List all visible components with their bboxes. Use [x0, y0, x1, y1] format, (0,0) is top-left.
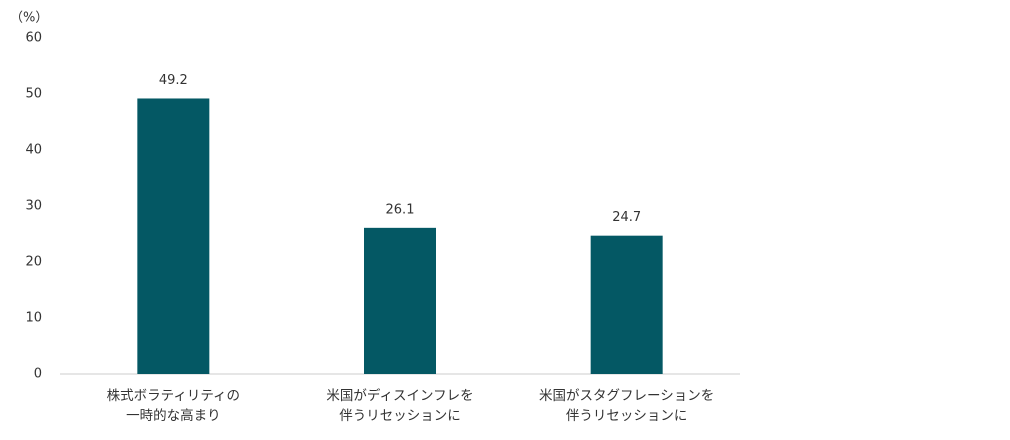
bar [364, 227, 436, 374]
value-label: 49.2 [159, 73, 188, 88]
x-tick-label: 伴うリセッションに [339, 408, 461, 424]
value-label: 26.1 [386, 202, 415, 217]
x-tick-label: 米国がスタグフレーションを [539, 388, 714, 404]
value-label: 24.7 [612, 210, 641, 225]
y-tick-label: 60 [25, 31, 42, 46]
x-tick-label: 伴うリセッションに [566, 408, 688, 424]
bar [137, 98, 210, 374]
y-tick-label: 0 [34, 367, 42, 382]
y-tick-label: 40 [25, 143, 42, 158]
y-tick-label: 10 [25, 311, 42, 326]
y-tick-label: 50 [25, 87, 42, 102]
y-tick-label: 20 [25, 255, 42, 270]
x-tick-label: 一時的な高まり [126, 407, 221, 424]
x-tick-label: 株式ボラティリティの [107, 388, 240, 404]
y-tick-label: 30 [25, 199, 42, 214]
y-unit: （%） [10, 11, 48, 26]
bar [590, 235, 663, 374]
x-tick-label: 米国がディスインフレを [326, 387, 473, 404]
